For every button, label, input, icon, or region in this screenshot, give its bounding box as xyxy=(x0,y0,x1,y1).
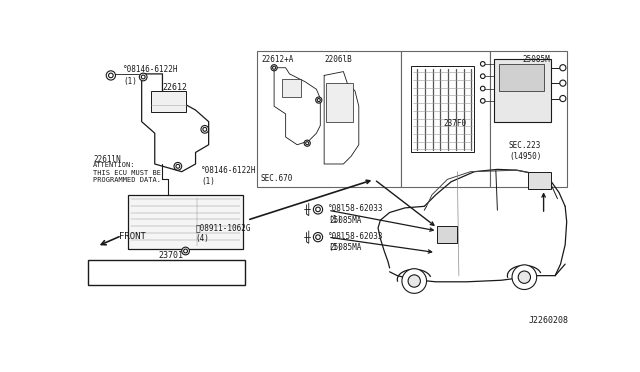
Circle shape xyxy=(306,142,308,145)
Circle shape xyxy=(176,164,180,168)
Bar xyxy=(88,260,245,285)
Text: °08l58-62033
(1): °08l58-62033 (1) xyxy=(328,204,383,224)
Text: 25085M: 25085M xyxy=(522,55,550,64)
Text: J2260208: J2260208 xyxy=(528,316,568,325)
Circle shape xyxy=(408,275,420,287)
Text: 237F0: 237F0 xyxy=(444,119,467,128)
Text: °08146-6122H
(1): °08146-6122H (1) xyxy=(201,166,257,186)
Circle shape xyxy=(481,86,485,91)
Text: SEC.223
(l4950): SEC.223 (l4950) xyxy=(509,141,541,161)
Bar xyxy=(128,195,243,249)
Circle shape xyxy=(402,269,427,294)
Circle shape xyxy=(203,128,207,131)
Text: 22612: 22612 xyxy=(163,83,188,92)
Circle shape xyxy=(481,74,485,78)
Bar xyxy=(490,51,566,187)
Text: 2206lB: 2206lB xyxy=(325,55,353,64)
Circle shape xyxy=(184,249,188,253)
Circle shape xyxy=(481,99,485,103)
Circle shape xyxy=(174,163,182,170)
Bar xyxy=(437,225,458,243)
Bar xyxy=(151,91,186,112)
Text: 2261lN: 2261lN xyxy=(93,155,121,164)
Circle shape xyxy=(316,235,320,240)
Bar xyxy=(401,51,490,187)
Bar xyxy=(528,172,551,189)
Text: ATTENTION:
THIS ECU MUST BE
PROGRAMMED DATA.: ATTENTION: THIS ECU MUST BE PROGRAMMED D… xyxy=(93,163,161,183)
Text: °08146-6122H
(1): °08146-6122H (1) xyxy=(123,65,179,86)
Text: 25085MA: 25085MA xyxy=(330,243,362,251)
Text: ⓝ08911-1062G
(4): ⓝ08911-1062G (4) xyxy=(196,223,251,243)
Circle shape xyxy=(271,65,277,71)
Circle shape xyxy=(141,75,145,79)
Circle shape xyxy=(316,97,322,103)
Text: FRONT: FRONT xyxy=(118,232,145,241)
Circle shape xyxy=(518,271,531,283)
Circle shape xyxy=(304,140,310,146)
Circle shape xyxy=(512,265,537,289)
Text: 22612+A: 22612+A xyxy=(261,55,293,64)
Circle shape xyxy=(314,232,323,242)
Bar xyxy=(282,79,301,97)
Circle shape xyxy=(560,65,566,71)
Bar xyxy=(257,51,401,187)
Text: SEC.670: SEC.670 xyxy=(260,174,292,183)
Circle shape xyxy=(316,207,320,212)
Text: 25085MA: 25085MA xyxy=(330,216,362,225)
Circle shape xyxy=(182,247,189,255)
Text: °08l58-62033
(1): °08l58-62033 (1) xyxy=(328,232,383,252)
Bar xyxy=(326,83,353,122)
Circle shape xyxy=(106,71,115,80)
Circle shape xyxy=(109,73,113,78)
Circle shape xyxy=(273,66,276,69)
Circle shape xyxy=(140,73,147,81)
Circle shape xyxy=(560,96,566,102)
Circle shape xyxy=(560,80,566,86)
Bar xyxy=(499,64,543,91)
Bar xyxy=(411,66,474,153)
Text: 23701: 23701 xyxy=(159,251,184,260)
Circle shape xyxy=(201,125,209,133)
Circle shape xyxy=(314,205,323,214)
Text: ATTENTION:
THIS ECU MUST BE PROGRAMMED DATA.: ATTENTION: THIS ECU MUST BE PROGRAMMED D… xyxy=(92,263,244,283)
Circle shape xyxy=(481,62,485,66)
Bar xyxy=(493,58,551,122)
Circle shape xyxy=(317,99,320,102)
